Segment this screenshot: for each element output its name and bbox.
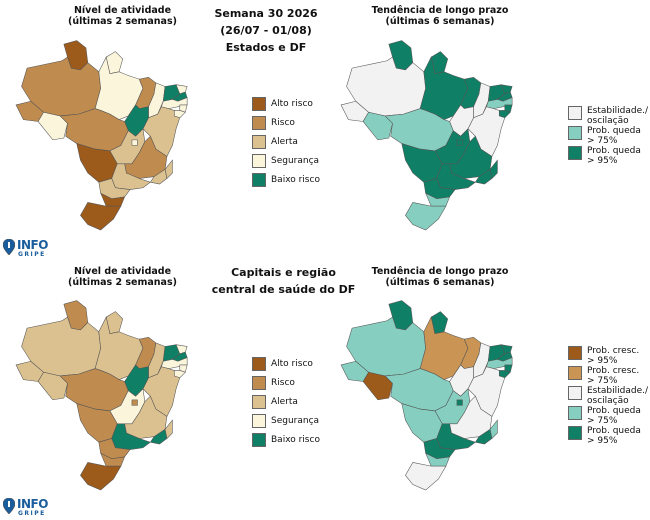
legend-item-seguranca: Segurança [252,154,342,173]
activity-title-line2: (últimas 2 semanas) [68,16,177,27]
activity-map-title-top: Nível de atividade (últimas 2 semanas) [50,5,195,27]
activity-title-line2: (últimas 2 semanas) [68,277,177,288]
legend-swatch [252,154,266,168]
trend-legend-top: Estabilidade./oscilação Prob. queda > 75%… [568,106,648,166]
legend-swatch [568,386,582,400]
legend-item-queda-95: Prob. queda > 95% [568,146,648,166]
state-rs [405,462,447,491]
activity-title-line1: Nível de atividade [73,5,172,16]
legend-item-seguranca: Segurança [252,414,342,433]
legend-item-alerta: Alerta [252,135,342,154]
legend-swatch [252,135,266,149]
legend-item-baixo-risco: Baixo risco [252,433,342,452]
map-capitals-trend [340,300,513,491]
infogripe-logo-top: INFO GRIPE [3,238,63,260]
legend-item-cresc-75: Prob. cresc. > 75% [568,366,648,386]
legend-swatch [252,357,266,371]
trend-map-title-top: Tendência de longo prazo (últimas 6 sema… [345,5,535,27]
state-sc [100,192,126,207]
state-df [456,139,463,146]
legend-swatch [568,426,582,440]
week-title-line1: Semana 30 2026 [214,7,318,20]
legend-item-risco: Risco [252,376,342,395]
legend-swatch [252,173,266,187]
map-states-activity [15,40,188,231]
legend-swatch [252,395,266,409]
capitals-title-line1: Capitais e região [231,266,336,279]
legend-item-queda-95: Prob. queda > 95% [568,426,648,446]
logo-info-text: INFO [17,238,48,252]
legend-item-estabilidade: Estabilidade./oscilação [568,386,648,406]
capitals-title: Capitais e região central de saúde do DF [201,264,366,298]
state-sc [425,452,451,467]
trend-title-line2: (últimas 6 semanas) [385,16,495,27]
legend-item-risco: Risco [252,116,342,135]
week-title-line2: (26/07 - 01/08) [220,24,312,37]
legend-swatch [568,366,582,380]
activity-title-line1: Nível de atividade [73,266,172,277]
state-rj [474,428,493,445]
logo-gripe-text: GRIPE [18,510,46,517]
infogripe-logo-bottom: INFO GRIPE [3,497,63,519]
legend-item-queda-75: Prob. queda > 75% [568,406,648,426]
location-pin-icon [3,239,15,255]
legend-swatch [252,376,266,390]
legend-item-queda-75: Prob. queda > 75% [568,126,648,146]
activity-legend-top: Alto risco Risco Alerta Segurança Baixo … [252,97,342,192]
capitals-title-line2: central de saúde do DF [211,283,356,296]
map-capitals-activity [15,300,188,491]
legend-swatch [252,97,266,111]
trend-title-line1: Tendência de longo prazo [371,5,509,16]
logo-info-text: INFO [17,497,48,511]
location-pin-icon [3,498,15,514]
legend-swatch [568,126,582,140]
legend-item-alerta: Alerta [252,395,342,414]
trend-title-line2: (últimas 6 semanas) [385,277,495,288]
state-rs [80,202,122,231]
logo-gripe-text: GRIPE [18,251,46,258]
legend-item-estabilidade: Estabilidade./oscilação [568,106,648,126]
legend-swatch [568,106,582,120]
legend-swatch [252,414,266,428]
legend-item-baixo-risco: Baixo risco [252,173,342,192]
state-df [456,399,463,406]
trend-title-line1: Tendência de longo prazo [371,266,509,277]
state-rs [80,462,122,491]
state-sc [100,452,126,467]
state-rs [405,202,447,231]
legend-swatch [568,146,582,160]
trend-legend-bottom: Prob. cresc. > 95% Prob. cresc. > 75% Esta… [568,346,648,446]
state-df [131,139,138,146]
legend-item-alto-risco: Alto risco [252,97,342,116]
legend-swatch [252,433,266,447]
trend-map-title-bottom: Tendência de longo prazo (últimas 6 sema… [345,266,535,288]
legend-swatch [568,346,582,360]
state-df [131,399,138,406]
map-states-trend [340,40,513,231]
week-title: Semana 30 2026 (26/07 - 01/08) Estados e… [196,5,336,56]
legend-swatch [568,406,582,420]
week-title-line3: Estados e DF [225,41,307,54]
legend-swatch [252,116,266,130]
legend-item-cresc-95: Prob. cresc. > 95% [568,346,648,366]
state-sc [425,192,451,207]
state-rj [149,168,168,185]
state-rj [474,168,493,185]
state-rj [149,428,168,445]
legend-item-alto-risco: Alto risco [252,357,342,376]
activity-map-title-bottom: Nível de atividade (últimas 2 semanas) [50,266,195,288]
activity-legend-bottom: Alto risco Risco Alerta Segurança Baixo … [252,357,342,452]
